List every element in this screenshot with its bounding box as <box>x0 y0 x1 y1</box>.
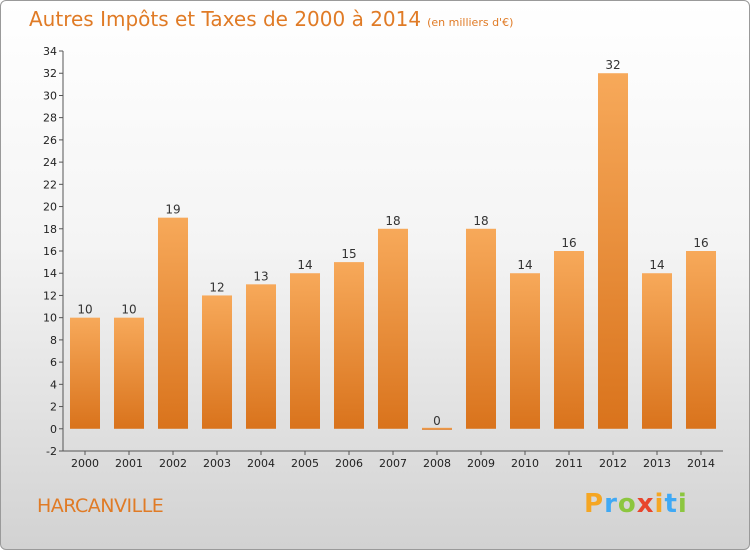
data-label: 13 <box>253 269 268 283</box>
data-label: 19 <box>165 203 180 217</box>
x-tick-label: 2005 <box>291 457 319 470</box>
y-tick-label: 6 <box>50 356 57 369</box>
bar <box>642 273 672 429</box>
y-tick-label: 0 <box>50 423 57 436</box>
bars: 10 10 19 12 13 14 15 18 0 18 14 16 32 14 16 <box>70 58 716 430</box>
bar <box>158 217 188 429</box>
logo-letter: i <box>677 489 688 519</box>
town-name: HARCANVILLE <box>37 495 164 517</box>
bar <box>598 73 628 429</box>
data-label: 10 <box>121 303 136 317</box>
data-label: 32 <box>605 58 620 72</box>
y-tick-label: 34 <box>43 45 57 58</box>
y-tick-label: 10 <box>43 312 57 325</box>
data-label: 14 <box>297 258 312 272</box>
x-tick-label: 2000 <box>71 457 99 470</box>
bar <box>510 273 540 429</box>
y-tick-label: 2 <box>50 401 57 414</box>
chart-unit: (en milliers d'€) <box>427 16 514 29</box>
y-tick-label: 18 <box>43 223 57 236</box>
y-tick-label: 24 <box>43 156 57 169</box>
y-tick-label: 16 <box>43 245 57 258</box>
y-tick-label: 26 <box>43 134 57 147</box>
bar <box>686 251 716 429</box>
x-tick-label: 2002 <box>159 457 187 470</box>
bar <box>246 284 276 429</box>
data-label: 15 <box>341 247 356 261</box>
logo-letter: r <box>604 489 618 519</box>
x-tick-label: 2004 <box>247 457 275 470</box>
bar <box>334 262 364 429</box>
x-tick-label: 2001 <box>115 457 143 470</box>
logo-letter: x <box>636 489 655 519</box>
y-tick-label: 32 <box>43 67 57 80</box>
x-tick-label: 2006 <box>335 457 363 470</box>
bar <box>202 295 232 429</box>
data-label: 10 <box>77 303 92 317</box>
y-tick-label: 8 <box>50 334 57 347</box>
bar <box>114 317 144 429</box>
x-tick-label: 2014 <box>687 457 715 470</box>
chart-title: Autres Impôts et Taxes de 2000 à 2014 (en… <box>29 7 513 31</box>
logo-letter: i <box>654 489 665 519</box>
x-tick-label: 2012 <box>599 457 627 470</box>
y-tick-label: -2 <box>46 445 57 458</box>
data-label: 18 <box>473 214 488 228</box>
bar <box>290 273 320 429</box>
x-tick-label: 2007 <box>379 457 407 470</box>
y-tick-label: 14 <box>43 267 57 280</box>
y-tick-label: 22 <box>43 178 57 191</box>
data-label: 16 <box>693 236 708 250</box>
bar <box>422 427 452 430</box>
bar <box>554 251 584 429</box>
bar <box>70 317 100 429</box>
data-label: 14 <box>517 258 532 272</box>
proxiti-logo: Proxiti <box>584 489 688 519</box>
y-tick-label: 30 <box>43 89 57 102</box>
y-tick-label: 12 <box>43 289 57 302</box>
data-label: 16 <box>561 236 576 250</box>
x-tick-label: 2010 <box>511 457 539 470</box>
chart-title-text: Autres Impôts et Taxes de 2000 à 2014 <box>29 7 422 31</box>
y-tick-label: 20 <box>43 201 57 214</box>
data-label: 14 <box>649 258 664 272</box>
x-tick-label: 2009 <box>467 457 495 470</box>
x-tick-label: 2003 <box>203 457 231 470</box>
y-tick-label: 28 <box>43 112 57 125</box>
x-tick-label: 2013 <box>643 457 671 470</box>
bar <box>466 228 496 429</box>
x-tick-label: 2008 <box>423 457 451 470</box>
data-label: 12 <box>209 280 224 294</box>
bar <box>378 228 408 429</box>
logo-letter: o <box>617 489 637 519</box>
y-tick-label: 4 <box>50 378 57 391</box>
data-label: 18 <box>385 214 400 228</box>
data-label: 0 <box>433 414 441 428</box>
x-tick-label: 2011 <box>555 457 583 470</box>
logo-letter: t <box>664 489 678 519</box>
logo-letter: P <box>584 489 605 519</box>
